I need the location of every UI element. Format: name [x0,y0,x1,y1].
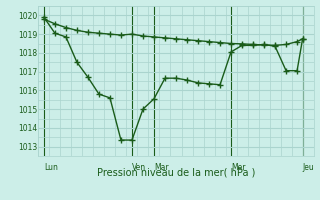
X-axis label: Pression niveau de la mer( hPa ): Pression niveau de la mer( hPa ) [97,167,255,177]
Text: Mer: Mer [231,163,245,172]
Text: Ven: Ven [132,163,146,172]
Text: Jeu: Jeu [303,163,314,172]
Text: Lun: Lun [44,163,58,172]
Text: Mar: Mar [154,163,169,172]
